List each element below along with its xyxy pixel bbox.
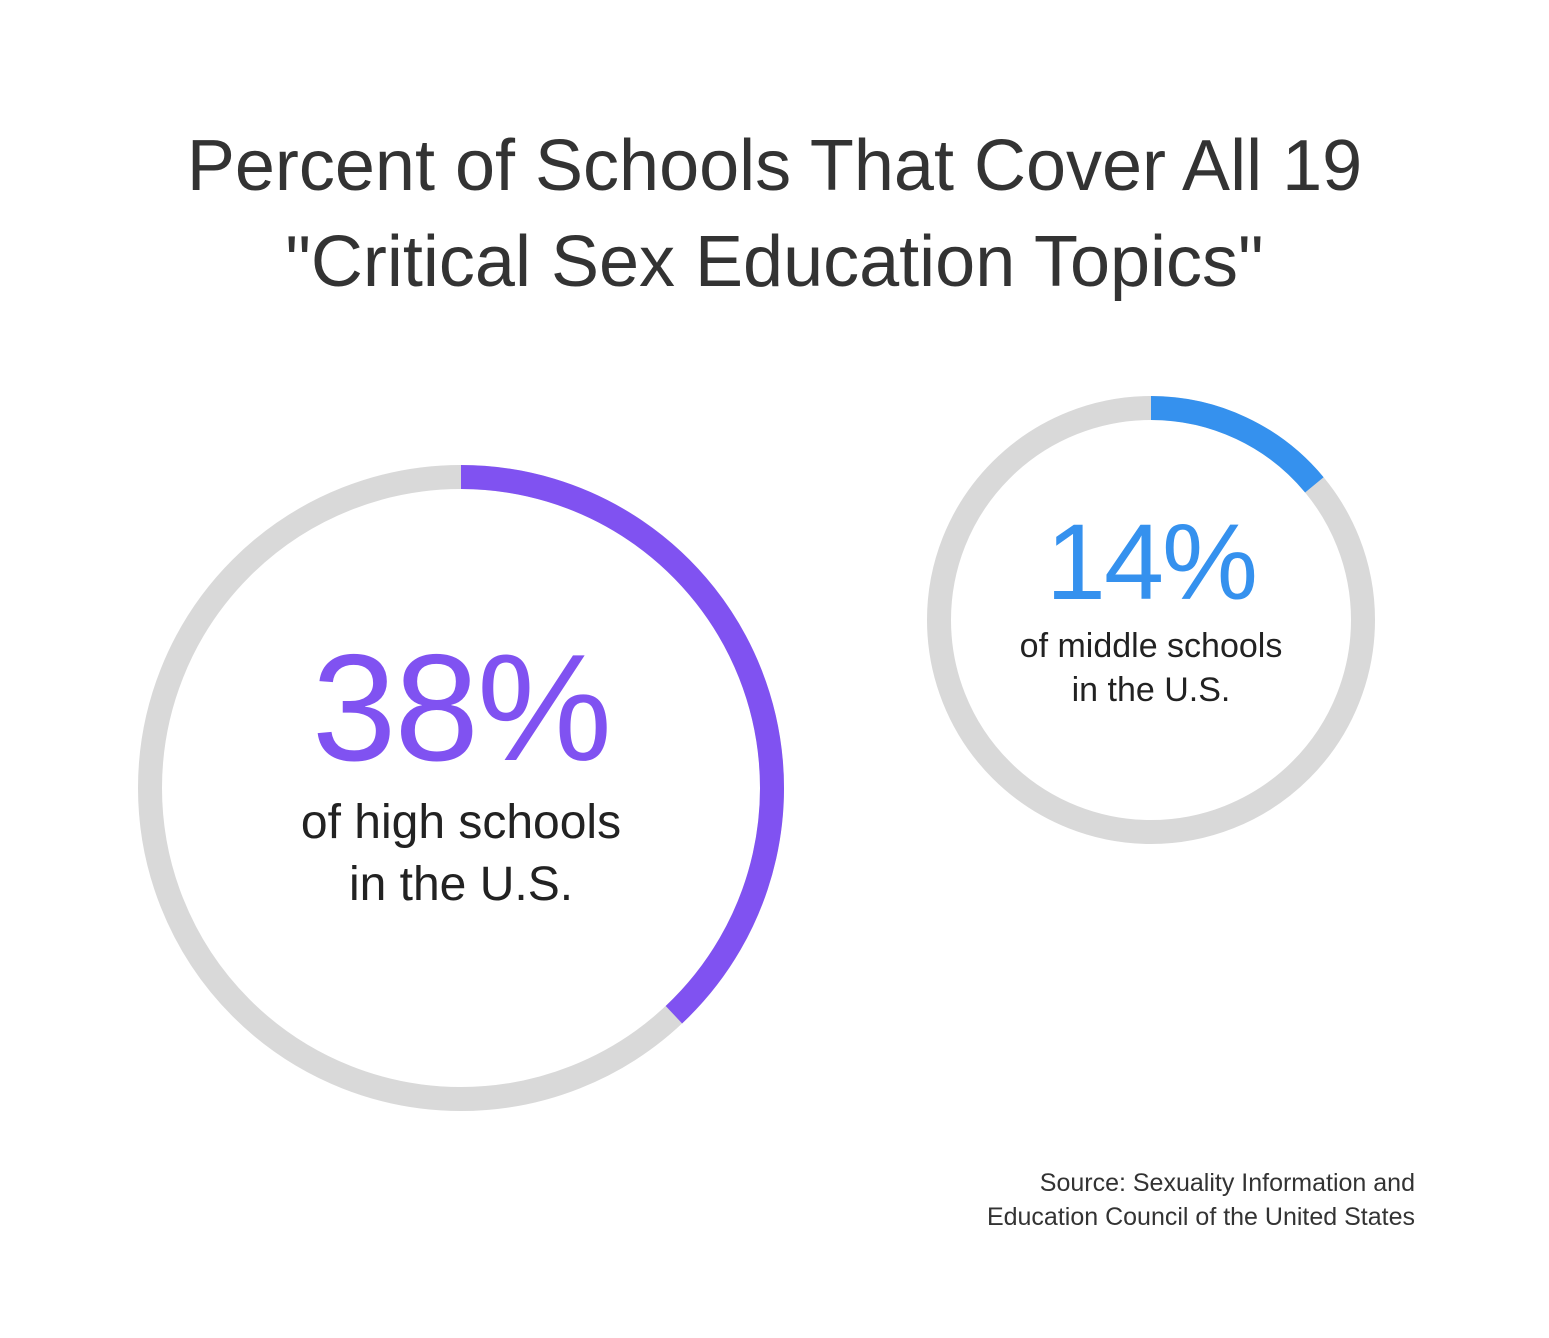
high-schools-caption-line-1: of high schools bbox=[300, 796, 622, 849]
chart-title-line-1: Percent of Schools That Cover All 19 bbox=[186, 126, 1363, 206]
high-schools-caption-line-2: in the U.S. bbox=[348, 858, 574, 911]
middle-schools-percent-label: 14% bbox=[1045, 501, 1258, 622]
middle-schools-value-arc bbox=[1150, 396, 1324, 493]
high-schools-percent-label: 38% bbox=[311, 623, 612, 793]
high-schools-value-arc bbox=[460, 465, 784, 1024]
chart-title-line-2: "Critical Sex Education Topics" bbox=[285, 222, 1264, 302]
middle-schools-donut-chart bbox=[927, 396, 1375, 844]
middle-schools-caption-line-2: in the U.S. bbox=[1071, 671, 1231, 709]
source-note: Source: Sexuality Information and Educat… bbox=[987, 1166, 1415, 1234]
source-line-2: Education Council of the United States bbox=[986, 1203, 1415, 1231]
chart-title: Percent of Schools That Cover All 19 "Cr… bbox=[0, 118, 1549, 310]
middle-schools-caption-line-1: of middle schools bbox=[1019, 627, 1283, 665]
high-schools-donut-chart bbox=[138, 465, 784, 1111]
high-schools-caption: of high schools in the U.S. bbox=[211, 792, 711, 916]
middle-schools-caption: of middle schools in the U.S. bbox=[951, 624, 1351, 712]
source-line-1: Source: Sexuality Information and bbox=[1039, 1169, 1415, 1197]
